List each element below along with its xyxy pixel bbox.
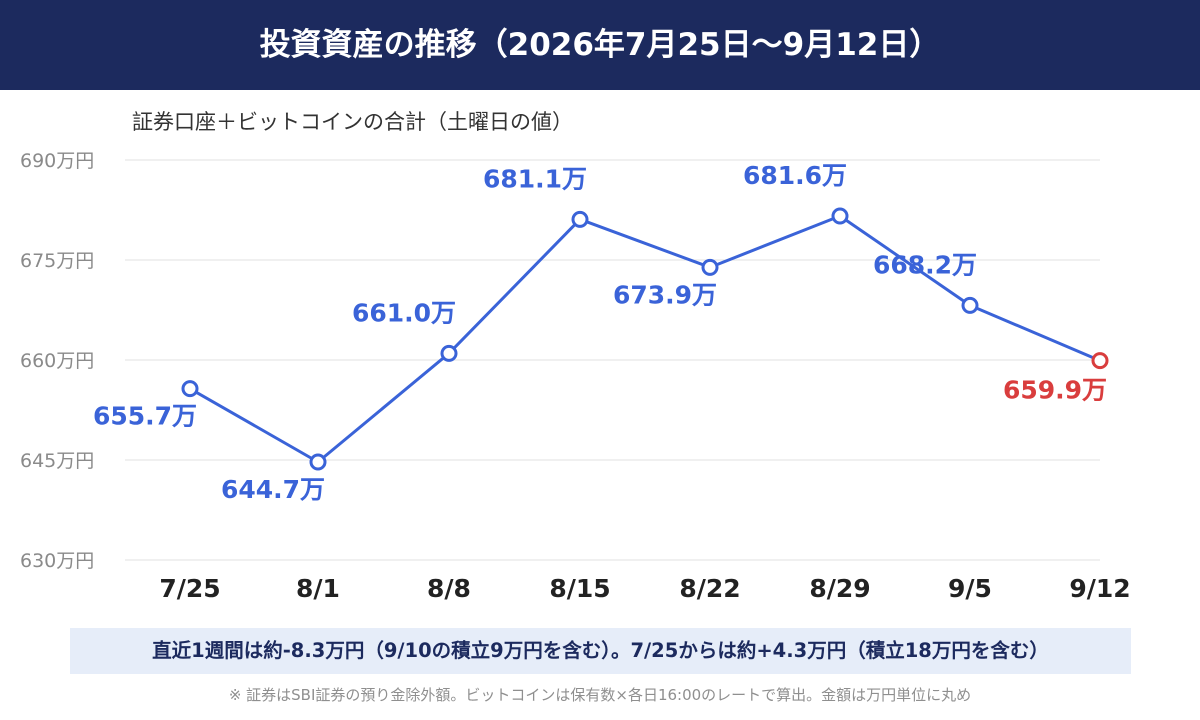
y-tick-label: 645万円	[20, 450, 94, 472]
x-axis-ticks: 7/25 8/1 8/8 8/15 8/22 8/29 9/5 9/12	[159, 574, 1130, 603]
grid-layer	[125, 159, 1100, 561]
data-point	[961, 296, 979, 314]
x-tick-label: 8/15	[549, 574, 610, 603]
x-tick-label: 9/12	[1069, 574, 1130, 603]
data-label: 659.9万	[1003, 376, 1107, 405]
data-point	[1091, 352, 1109, 370]
data-label: 655.7万	[93, 402, 197, 431]
x-tick-label: 8/1	[296, 574, 340, 603]
data-label: 661.0万	[352, 298, 456, 327]
x-tick-label: 9/5	[948, 574, 992, 603]
y-axis-ticks: 690万円 675万円 660万円 645万円 630万円	[20, 150, 94, 572]
data-label: 673.9万	[613, 280, 717, 309]
y-tick-label: 660万円	[20, 350, 94, 372]
chart-subtitle: 証券口座＋ビットコインの合計（土曜日の値）	[132, 110, 573, 134]
data-label: 681.1万	[483, 164, 587, 193]
data-point	[309, 453, 327, 471]
series-line	[189, 214, 1101, 464]
data-point	[701, 258, 719, 276]
x-tick-label: 7/25	[159, 574, 220, 603]
data-point	[181, 380, 199, 398]
data-point	[571, 210, 589, 228]
x-tick-label: 8/29	[809, 574, 870, 603]
data-point	[440, 344, 458, 362]
x-tick-label: 8/8	[427, 574, 471, 603]
y-tick-label: 630万円	[20, 550, 94, 572]
footnote: ※ 証券はSBI証券の預り金除外額。ビットコインは保有数×各日16:00のレート…	[228, 686, 972, 704]
data-label: 644.7万	[221, 475, 325, 504]
data-labels: 655.7万 644.7万 661.0万 681.1万 673.9万 681.6万 668.…	[93, 161, 1107, 504]
data-points	[181, 207, 1109, 471]
data-label: 681.6万	[743, 161, 847, 190]
y-tick-label: 675万円	[20, 250, 94, 272]
summary-banner: 直近1週間は約-8.3万円（9/10の積立9万円を含む）。7/25からは約+4.…	[70, 628, 1131, 674]
series-line-layer	[189, 214, 1101, 464]
data-point	[831, 207, 849, 225]
x-tick-label: 8/22	[679, 574, 740, 603]
chart-title: 投資資産の推移（2026年7月25日〜9月12日）	[0, 0, 1200, 90]
data-label: 668.2万	[873, 250, 977, 279]
y-tick-label: 690万円	[20, 150, 94, 172]
